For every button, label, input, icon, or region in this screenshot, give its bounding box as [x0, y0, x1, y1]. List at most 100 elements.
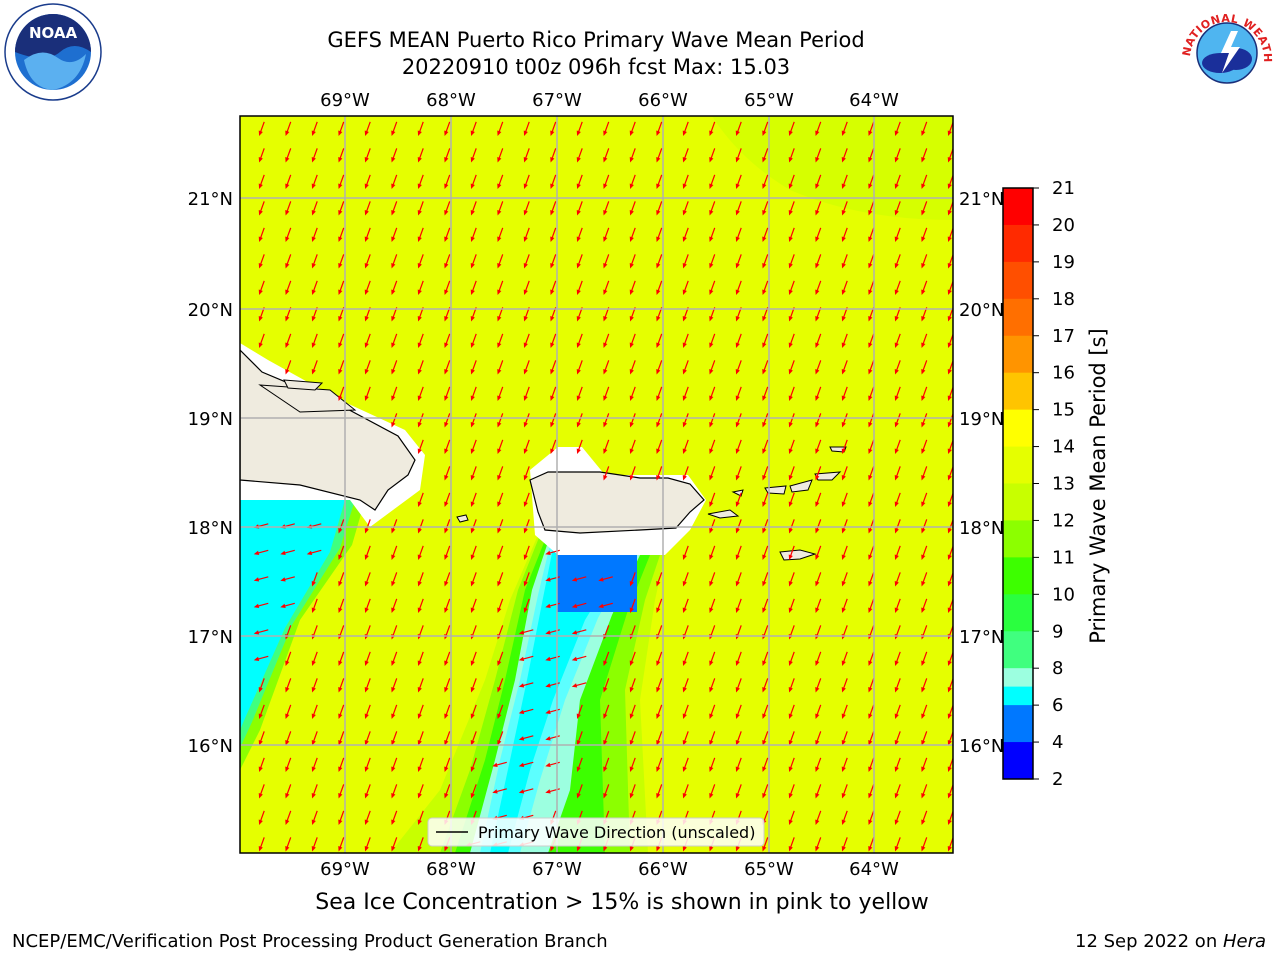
wave-arrow — [258, 201, 265, 216]
wave-arrow — [762, 784, 769, 799]
wave-arrow — [497, 572, 504, 587]
wave-arrow — [338, 810, 345, 825]
wave-arrow — [921, 492, 928, 507]
wave-arrow — [815, 174, 822, 189]
wave-arrow — [576, 174, 583, 189]
wave-arrow — [311, 174, 318, 189]
wave-arrow — [417, 731, 424, 746]
wave-arrow — [338, 704, 345, 719]
wave-arrow — [788, 254, 795, 269]
wave-arrow — [523, 519, 530, 534]
wave-arrow — [788, 174, 795, 189]
wave-arrow — [709, 227, 716, 242]
wave-arrow — [444, 598, 451, 613]
wave-arrow — [656, 678, 663, 693]
wave-arrow — [311, 227, 318, 242]
wave-arrow — [444, 651, 451, 666]
wave-arrow — [444, 757, 451, 772]
wave-arrow — [338, 731, 345, 746]
wave-arrow — [338, 598, 345, 613]
wave-arrow — [603, 704, 610, 719]
wave-arrow — [444, 280, 451, 295]
wave-arrow — [735, 413, 742, 428]
wave-arrow — [841, 360, 848, 375]
wave-arrow — [841, 704, 848, 719]
wave-arrow — [735, 439, 742, 454]
wave-arrow — [868, 651, 875, 666]
wave-arrow — [788, 545, 795, 560]
wave-arrow — [921, 148, 928, 163]
wave-arrow — [311, 148, 318, 163]
wave-arrow — [576, 784, 583, 799]
wave-arrow — [762, 731, 769, 746]
footer-date-text: 12 Sep 2022 on — [1075, 931, 1223, 952]
wave-arrow — [444, 519, 451, 534]
colorbar-swatch — [1003, 557, 1033, 595]
wave-arrow — [735, 519, 742, 534]
wave-arrow — [258, 254, 265, 269]
wave-arrow — [788, 837, 795, 852]
wave-arrow — [762, 492, 769, 507]
wave-arrow — [285, 148, 292, 163]
wave-arrow — [629, 227, 636, 242]
lon-label: 65°W — [744, 859, 794, 880]
map-plot-area — [240, 116, 953, 853]
wave-arrow — [682, 784, 689, 799]
lon-label: 68°W — [426, 90, 476, 111]
wave-arrow — [868, 598, 875, 613]
wave-arrow — [364, 731, 371, 746]
wave-arrow — [550, 360, 557, 375]
wave-arrow — [921, 784, 928, 799]
colorbar-tick-label: 14 — [1052, 437, 1075, 458]
wave-arrow — [762, 227, 769, 242]
wave-arrow — [894, 121, 901, 136]
wave-arrow — [603, 466, 610, 481]
wave-arrow — [364, 386, 371, 401]
wave-arrow — [735, 227, 742, 242]
wave-arrow — [576, 386, 583, 401]
wave-arrow — [576, 254, 583, 269]
wave-arrow — [894, 598, 901, 613]
wave-arrow — [550, 201, 557, 216]
colorbar-tick-label: 10 — [1052, 584, 1075, 605]
colorbar-tick-label: 21 — [1052, 178, 1075, 199]
wave-arrow — [894, 519, 901, 534]
wave-arrow — [258, 757, 265, 772]
wave-arrow — [894, 545, 901, 560]
wave-arrow — [841, 174, 848, 189]
wave-arrow — [709, 360, 716, 375]
puerto-rico-land — [529, 471, 705, 534]
wave-arrow — [815, 121, 822, 136]
longitude-labels: 69°W 69°W 68°W 68°W 67°W 67°W 66°W 66°W 65°W 65°W… — [320, 90, 899, 880]
wave-arrow — [603, 174, 610, 189]
wave-arrow — [306, 549, 322, 556]
wave-arrow — [682, 148, 689, 163]
wave-arrow — [894, 837, 901, 852]
wave-arrow — [788, 148, 795, 163]
wave-arrow — [629, 651, 636, 666]
wave-arrow — [921, 439, 928, 454]
wave-arrow — [868, 174, 875, 189]
wave-arrow — [709, 757, 716, 772]
wave-arrow — [788, 360, 795, 375]
colorbar-label: Primary Wave Mean Period [s] — [1086, 328, 1110, 644]
lat-label-right: 20°N — [959, 300, 1004, 321]
wave-arrow — [523, 572, 530, 587]
wave-arrow — [921, 466, 928, 481]
wave-arrow — [497, 413, 504, 428]
wave-arrow — [841, 837, 848, 852]
wave-arrow — [253, 655, 269, 662]
wave-arrow — [841, 413, 848, 428]
wave-arrow — [285, 757, 292, 772]
wave-arrow — [417, 386, 424, 401]
wave-arrow — [921, 757, 928, 772]
wave-arrow — [285, 731, 292, 746]
wave-arrow — [444, 704, 451, 719]
wave-arrow — [470, 678, 477, 693]
lon-label: 68°W — [426, 859, 476, 880]
wave-arrow — [656, 439, 663, 454]
wave-arrow — [258, 121, 265, 136]
wave-arrow — [921, 651, 928, 666]
wave-arrow — [492, 761, 507, 768]
